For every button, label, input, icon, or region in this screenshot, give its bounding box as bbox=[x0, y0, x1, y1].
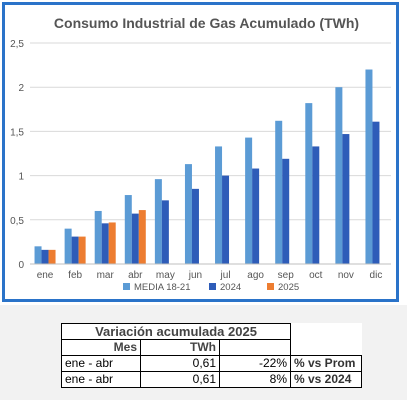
table-row: ene - abr 0,61 8% % vs 2024 bbox=[61, 371, 362, 388]
row-mes: ene - abr bbox=[61, 355, 141, 372]
legend-swatch bbox=[123, 283, 130, 290]
bar bbox=[312, 146, 320, 264]
header-twh: TWh bbox=[140, 339, 220, 356]
bar bbox=[124, 195, 132, 264]
x-tick-label: feb bbox=[68, 270, 82, 281]
bar bbox=[101, 223, 109, 264]
x-tick-label: jul bbox=[220, 270, 231, 281]
bar bbox=[41, 249, 49, 264]
bar bbox=[365, 69, 373, 265]
x-tick-label: oct bbox=[309, 270, 323, 281]
x-tick-label: may bbox=[156, 270, 175, 281]
bar bbox=[71, 236, 79, 264]
chart-frame: Consumo Industrial de Gas Acumulado (TWh… bbox=[2, 2, 399, 302]
bar bbox=[161, 200, 169, 264]
bar bbox=[108, 222, 116, 264]
y-tick-label: 2,5 bbox=[10, 39, 24, 50]
x-tick-label: ene bbox=[37, 270, 54, 281]
legend-label: MEDIA 18-21 bbox=[134, 282, 191, 293]
bar-chart: Consumo Industrial de Gas Acumulado (TWh… bbox=[10, 15, 391, 293]
header-mes: Mes bbox=[61, 339, 141, 356]
bar bbox=[372, 121, 380, 265]
bar bbox=[78, 236, 86, 264]
bar bbox=[64, 228, 72, 264]
x-tick-label: nov bbox=[338, 270, 354, 281]
table-title: Variación acumulada 2025 bbox=[61, 323, 291, 340]
x-tick-label: dic bbox=[370, 270, 383, 281]
bar bbox=[138, 210, 146, 264]
chart-title: Consumo Industrial de Gas Acumulado (TWh… bbox=[54, 15, 359, 31]
header-empty bbox=[219, 339, 291, 356]
bar bbox=[252, 168, 260, 264]
bar bbox=[34, 246, 42, 264]
bar bbox=[215, 146, 223, 264]
bar bbox=[48, 249, 56, 264]
y-tick-label: 2 bbox=[18, 83, 24, 94]
bar bbox=[245, 137, 253, 264]
x-tick-label: ago bbox=[247, 270, 264, 281]
row-pct: 8% bbox=[219, 371, 291, 388]
legend-swatch bbox=[209, 283, 216, 290]
x-tick-label: abr bbox=[128, 270, 143, 281]
row-label: % vs 2024 bbox=[290, 371, 362, 388]
y-tick-label: 0 bbox=[18, 260, 24, 271]
bar bbox=[184, 164, 192, 264]
y-tick-label: 1,5 bbox=[10, 127, 24, 138]
row-pct: -22% bbox=[219, 355, 291, 372]
bar bbox=[342, 134, 350, 264]
bar bbox=[222, 175, 230, 264]
variation-table: Variación acumulada 2025 Mes TWh ene - a… bbox=[61, 323, 362, 388]
x-tick-label: mar bbox=[97, 270, 115, 281]
x-tick-label: jun bbox=[188, 270, 202, 281]
table-title-row: Variación acumulada 2025 bbox=[61, 323, 362, 340]
bar bbox=[305, 103, 313, 264]
y-tick-label: 1 bbox=[18, 172, 24, 183]
bar bbox=[275, 120, 283, 265]
legend-label: 2025 bbox=[278, 282, 299, 293]
legend-label: 2024 bbox=[220, 282, 241, 293]
row-twh: 0,61 bbox=[140, 355, 220, 372]
legend-swatch bbox=[267, 283, 274, 290]
bar bbox=[191, 188, 199, 264]
bar bbox=[94, 210, 102, 264]
row-label: % vs Prom bbox=[290, 355, 362, 372]
row-mes: ene - abr bbox=[61, 371, 141, 388]
bar bbox=[335, 87, 343, 264]
table-header-row: Mes TWh bbox=[61, 339, 362, 356]
x-tick-label: sep bbox=[278, 270, 295, 281]
row-twh: 0,61 bbox=[140, 371, 220, 388]
y-tick-label: 0,5 bbox=[10, 216, 24, 227]
table-row: ene - abr 0,61 -22% % vs Prom bbox=[61, 355, 362, 372]
bar bbox=[131, 213, 139, 264]
bar bbox=[154, 179, 162, 264]
bar bbox=[282, 158, 290, 264]
